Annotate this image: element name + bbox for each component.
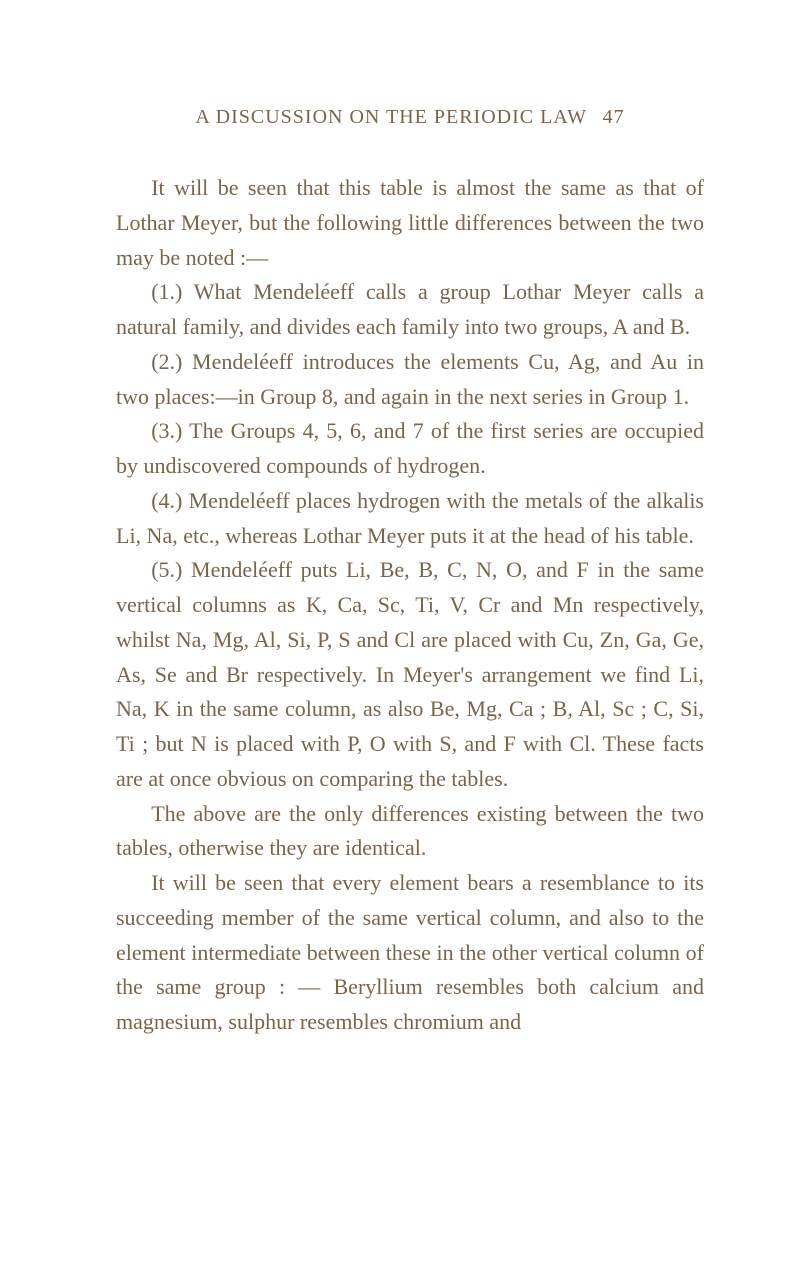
paragraph: (5.) Mendeléeff puts Li, Be, B, C, N, O,… bbox=[116, 553, 704, 796]
paragraph: It will be seen that this table is almos… bbox=[116, 171, 704, 275]
header-title: A DISCUSSION ON THE PERIODIC LAW bbox=[195, 106, 586, 128]
paragraph: (2.) Mendeléeff introduces the elements … bbox=[116, 345, 704, 415]
page-container: A DISCUSSION ON THE PERIODIC LAW 47 It w… bbox=[0, 0, 800, 1100]
paragraph: (4.) Mendeléeff places hydrogen with the… bbox=[116, 484, 704, 554]
paragraph: It will be seen that every element bears… bbox=[116, 866, 704, 1040]
paragraph: The above are the only differences exist… bbox=[116, 797, 704, 867]
page-header: A DISCUSSION ON THE PERIODIC LAW 47 bbox=[116, 106, 704, 129]
paragraph: (3.) The Groups 4, 5, 6, and 7 of the fi… bbox=[116, 414, 704, 484]
body-text: It will be seen that this table is almos… bbox=[116, 171, 704, 1040]
header-page-number: 47 bbox=[603, 106, 625, 128]
paragraph: (1.) What Mendeléeff calls a group Lotha… bbox=[116, 275, 704, 345]
